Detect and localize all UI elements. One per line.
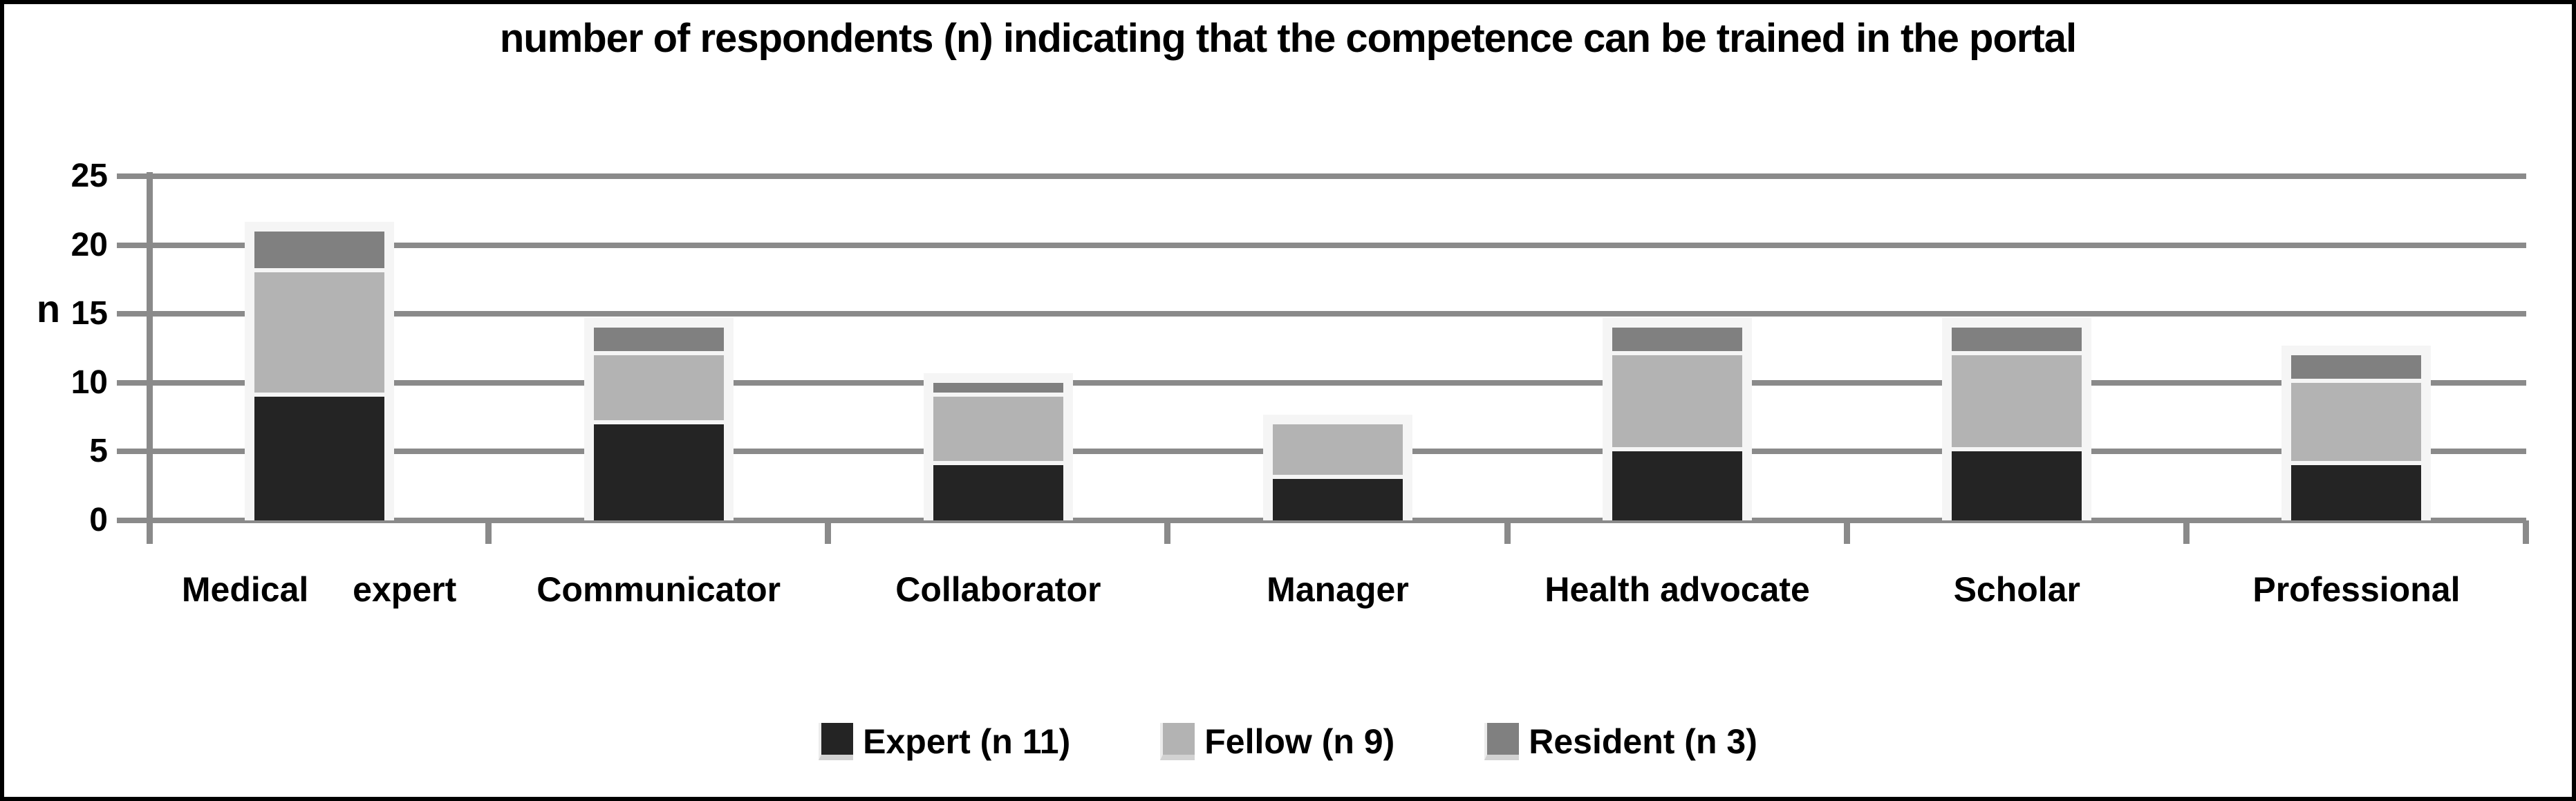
bar-5-segment-expert: [1612, 451, 1743, 520]
bar-6-segment-expert: [1952, 451, 2082, 520]
bar-2-segment-fellow: [593, 355, 724, 424]
gridline-10: [117, 379, 2526, 386]
bar-5-segment-resident: [1612, 328, 1743, 355]
legend-swatch-icon: [1160, 723, 1195, 760]
legend-swatch-icon: [1484, 723, 1520, 760]
x-category-label-1: Medical expert: [181, 570, 457, 609]
x-category-label-6: Scholar: [1953, 570, 2080, 609]
x-category-label-4: Manager: [1267, 570, 1409, 609]
y-axis-label: n: [36, 287, 61, 330]
x-category-label-5: Health advocate: [1544, 570, 1810, 609]
bar-3-segment-expert: [933, 465, 1063, 520]
x-axis-tick-7: [2523, 520, 2529, 544]
gridline-25: [117, 173, 2526, 179]
x-category-label-3: Collaborator: [895, 570, 1101, 609]
bar-2-segment-resident: [593, 328, 724, 355]
legend-label: Resident (n 3): [1529, 722, 1757, 761]
bar-7-segment-expert: [2291, 465, 2422, 520]
y-tick-label-20: 20: [71, 226, 108, 263]
bar-1-segment-expert: [254, 396, 384, 520]
y-tick-label-10: 10: [71, 364, 108, 401]
bar-5-segment-fellow: [1612, 355, 1743, 452]
bar-1-segment-fellow: [254, 272, 384, 397]
bar-4-segment-fellow: [1273, 424, 1403, 480]
bar-2-segment-expert: [593, 424, 724, 520]
x-category-label-7: Professional: [2252, 570, 2461, 609]
legend-label: Fellow (n 9): [1204, 722, 1395, 761]
legend: Expert (n 11) Fellow (n 9) Resident (n 3): [4, 717, 2572, 766]
bar-7-segment-fellow: [2291, 382, 2422, 466]
y-tick-label-5: 5: [89, 433, 108, 470]
legend-swatch-icon: [819, 723, 854, 760]
legend-item-expert: Expert (n 11): [819, 722, 1070, 762]
legend-label: Expert (n 11): [863, 722, 1071, 761]
x-axis-tick-1: [485, 520, 492, 544]
bar-7-segment-resident: [2291, 355, 2422, 383]
y-tick-label-15: 15: [71, 295, 108, 332]
x-category-label-2: Communicator: [536, 570, 781, 609]
legend-item-fellow: Fellow (n 9): [1160, 722, 1394, 762]
bar-6-segment-resident: [1952, 328, 2082, 355]
bar-3-segment-resident: [933, 382, 1063, 397]
gridline-0: [117, 518, 2526, 523]
y-axis-line: [147, 172, 153, 544]
legend-item-resident: Resident (n 3): [1484, 722, 1757, 762]
bar-3-segment-fellow: [933, 396, 1063, 466]
y-tick-label-0: 0: [89, 502, 108, 538]
bar-4-segment-expert: [1273, 479, 1403, 520]
x-axis-tick-2: [825, 520, 832, 544]
gridline-20: [117, 242, 2526, 248]
gridline-15: [117, 311, 2526, 317]
x-axis-tick-3: [1164, 520, 1171, 544]
y-tick-label-25: 25: [71, 158, 108, 194]
x-axis-tick-4: [1504, 520, 1511, 544]
x-axis-tick-5: [1843, 520, 1850, 544]
bar-6-segment-fellow: [1952, 355, 2082, 452]
x-axis-tick-6: [2183, 520, 2190, 544]
bar-1-segment-resident: [254, 231, 384, 273]
chart-title: number of respondents (n) indicating tha…: [499, 16, 2077, 61]
